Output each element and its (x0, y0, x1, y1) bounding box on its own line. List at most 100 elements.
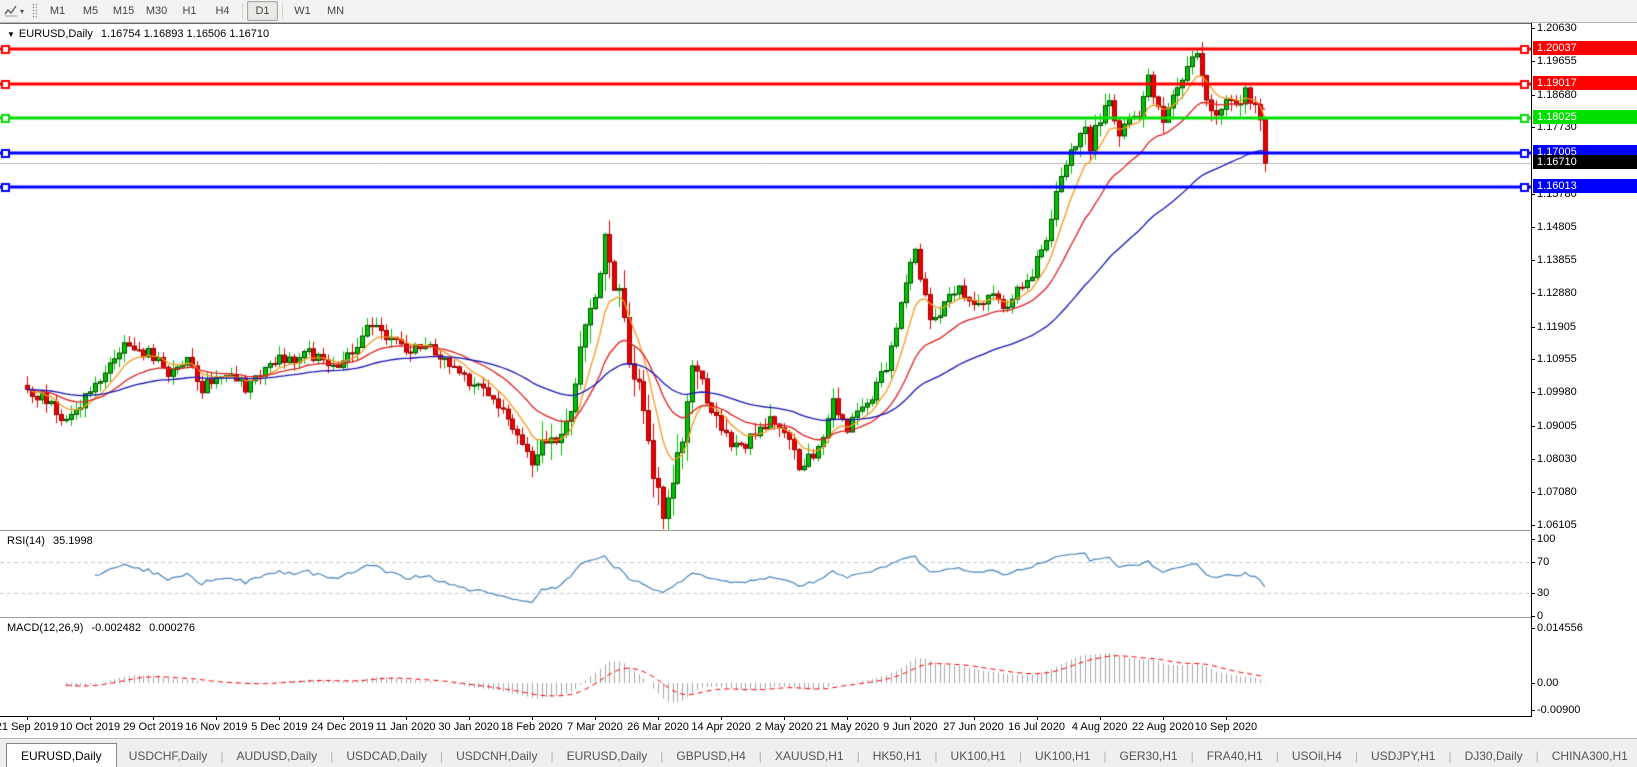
tab-item-2[interactable]: AUDUSD,Daily (236, 749, 318, 763)
date-tick (721, 716, 723, 720)
rsi-axis-label: 70 (1537, 556, 1550, 569)
tab-separator: | (1535, 749, 1539, 763)
date-label: 22 Aug 2020 (1131, 721, 1194, 733)
tab-item-15[interactable]: DJ30,Daily (1464, 749, 1523, 763)
price-axis-label: 1.17730 (1537, 121, 1577, 134)
tab-separator: | (934, 749, 938, 763)
rsi-label: RSI(14) 35.1998 (7, 535, 93, 547)
macd-main-value: -0.002482 (91, 622, 142, 634)
date-tick (531, 716, 533, 720)
tab-item-0[interactable]: EURUSD,Daily (6, 743, 117, 767)
price-tick (1531, 127, 1535, 129)
timeframe-toolbar: ▾ M1 M5 M15 M30 H1 H4 D1 W1 MN (0, 0, 1637, 23)
price-axis-label: 1.10955 (1537, 353, 1577, 366)
tab-item-14[interactable]: USDJPY,H1 (1370, 749, 1436, 763)
rsi-tick (1531, 592, 1535, 594)
timeframe-button-mn[interactable]: MN (326, 5, 345, 17)
tab-item-6[interactable]: GBPUSD,H4 (676, 749, 746, 763)
macd-canvas[interactable] (0, 619, 1531, 716)
macd-name: MACD(12,26,9) (7, 622, 84, 634)
current-price-badge: 1.16710 (1533, 155, 1637, 170)
price-tick (1531, 491, 1535, 493)
price-tick (1531, 326, 1535, 328)
time-axis (0, 716, 1531, 717)
price-tick (1531, 392, 1535, 394)
price-axis-label: 1.11905 (1537, 320, 1576, 333)
price-axis-label: 1.14805 (1537, 221, 1577, 234)
price-tick (1531, 28, 1535, 29)
tab-item-16[interactable]: CHINA300,H1 (1551, 749, 1628, 763)
chart-tool-button[interactable]: ▾ (0, 0, 28, 22)
tab-separator: | (1448, 749, 1452, 763)
price-level-badge[interactable]: 1.16013 (1533, 178, 1637, 193)
chart-title[interactable]: ▼ EURUSD,Daily 1.16754 1.16893 1.16506 1.1… (7, 28, 269, 40)
date-label: 21 May 2020 (815, 721, 880, 733)
ohlc-values: 1.16754 1.16893 1.16506 1.16710 (100, 28, 270, 40)
rsi-canvas[interactable] (0, 532, 1531, 617)
timeframe-button-m5[interactable]: M5 (82, 5, 99, 17)
tab-item-5[interactable]: EURUSD,Daily (566, 749, 648, 763)
rsi-axis-label: 100 (1537, 533, 1556, 545)
tab-item-7[interactable]: XAUUSD,H1 (774, 749, 844, 763)
tab-item-4[interactable]: USDCNH,Daily (456, 749, 538, 763)
panel-separator[interactable] (0, 530, 1531, 533)
timeframe-button-h4[interactable]: H4 (215, 5, 230, 17)
tab-item-13[interactable]: USOil,H4 (1291, 749, 1342, 763)
date-tick (90, 716, 92, 720)
tab-separator: | (1103, 749, 1107, 763)
price-axis[interactable] (1531, 23, 1532, 717)
price-tick (1531, 61, 1535, 63)
macd-tick (1531, 683, 1535, 684)
date-tick (658, 716, 659, 720)
date-label: 9 Jun 2020 (883, 721, 938, 733)
date-tick (27, 716, 28, 720)
date-label: 10 Sep 2020 (1194, 721, 1258, 733)
price-tick (1531, 193, 1535, 195)
price-tick (1531, 259, 1535, 261)
price-tick (1531, 94, 1535, 96)
tab-item-8[interactable]: HK50,H1 (872, 749, 922, 763)
price-tick (1531, 425, 1535, 427)
macd-axis-label: -0.00900 (1537, 704, 1581, 716)
macd-tick (1531, 710, 1535, 711)
price-level-badge[interactable]: 1.20037 (1533, 41, 1637, 56)
timeframe-button-m15[interactable]: M15 (112, 5, 135, 17)
price-axis-label: 1.09980 (1537, 386, 1577, 399)
date-label: 21 Sep 2019 (0, 721, 59, 733)
price-tick (1531, 459, 1535, 461)
date-tick (216, 716, 218, 720)
macd-signal-value: 0.000276 (149, 622, 195, 634)
rsi-axis-label: 30 (1537, 586, 1550, 599)
date-tick (405, 716, 407, 720)
chart-tabbar: EURUSD,Daily USDCHF,Daily | AUDUSD,Daily | US… (0, 738, 1637, 767)
rsi-tick (1531, 562, 1535, 564)
price-level-badge[interactable]: 1.19017 (1533, 76, 1637, 91)
rsi-panel (0, 532, 1531, 617)
main-chart-canvas[interactable] (0, 24, 1531, 531)
collapse-triangle-icon[interactable]: ▼ (7, 30, 15, 39)
timeframe-button-m1[interactable]: M1 (49, 5, 66, 17)
timeframe-buttons: M1 M5 M15 M30 H1 H4 D1 W1 MN (41, 1, 352, 21)
tab-item-10[interactable]: UK100,H1 (1035, 749, 1091, 763)
panel-separator[interactable] (0, 617, 1531, 620)
tab-separator: | (1275, 749, 1279, 763)
tab-item-1[interactable]: USDCHF,Daily (128, 749, 208, 763)
tab-item-11[interactable]: GER30,H1 (1119, 749, 1178, 763)
tab-item-3[interactable]: USDCAD,Daily (346, 749, 427, 763)
date-tick (1225, 716, 1227, 720)
timeframe-button-m30[interactable]: M30 (145, 5, 168, 17)
price-level-badge[interactable]: 1.18025 (1533, 110, 1637, 125)
timeframe-button-w1[interactable]: W1 (294, 5, 311, 17)
price-tick (1531, 525, 1535, 526)
price-axis-label: 1.18680 (1537, 88, 1577, 101)
timeframe-button-d1[interactable]: D1 (247, 1, 279, 21)
timeframe-button-h1[interactable]: H1 (182, 5, 197, 17)
tab-item-12[interactable]: FRA40,H1 (1206, 749, 1263, 763)
tab-item-9[interactable]: UK100,H1 (950, 749, 1006, 763)
tab-separator: | (1190, 749, 1194, 763)
tab-separator: | (1018, 749, 1023, 763)
date-label: 10 Oct 2019 (60, 721, 121, 733)
chevron-down-icon: ▾ (20, 6, 25, 16)
toolbar-grip[interactable] (32, 3, 38, 19)
date-tick (594, 716, 596, 720)
